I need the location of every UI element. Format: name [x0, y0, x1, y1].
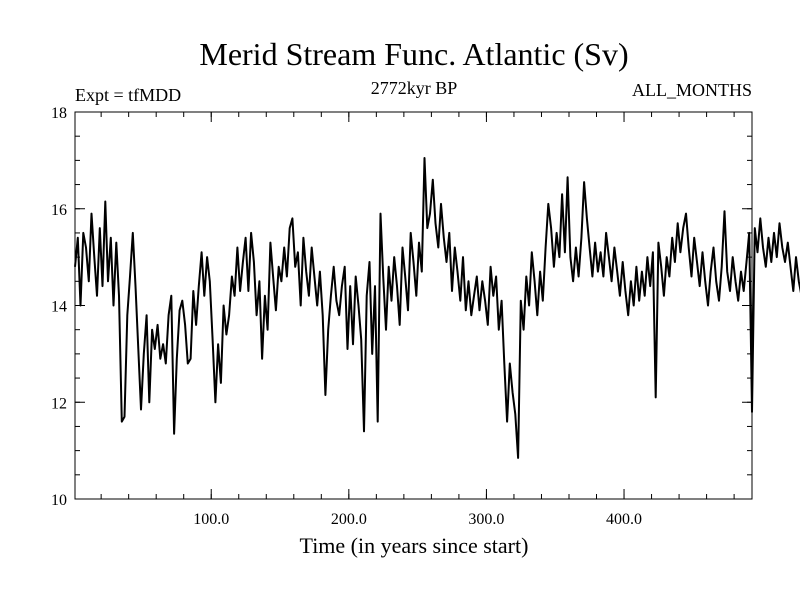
y-tick-label: 12	[51, 395, 67, 412]
axis-ticks	[75, 111, 752, 500]
x-axis-title: Time (in years since start)	[300, 533, 529, 558]
x-tick-label: 200.0	[331, 511, 367, 528]
series-line	[74, 157, 800, 459]
chart-subtitle-left: Expt = tfMDD	[75, 85, 181, 105]
x-tick-label: 100.0	[193, 511, 229, 528]
x-tick-label: 300.0	[468, 511, 504, 528]
plot-frame	[74, 111, 753, 500]
y-tick-label: 14	[51, 299, 67, 316]
y-tick-label: 16	[51, 202, 67, 219]
chart-subtitle-center: 2772kyr BP	[371, 78, 458, 98]
chart-subtitle-right: ALL_MONTHS	[632, 80, 752, 100]
x-tick-label: 400.0	[606, 511, 642, 528]
y-tick-label: 10	[51, 492, 67, 509]
y-axis-tick-labels: 10 12 14 16 18	[51, 105, 67, 509]
chart-title: Merid Stream Func. Atlantic (Sv)	[199, 36, 628, 72]
x-axis-tick-labels: 100.0 200.0 300.0 400.0	[193, 511, 642, 528]
y-tick-label: 18	[51, 105, 67, 122]
